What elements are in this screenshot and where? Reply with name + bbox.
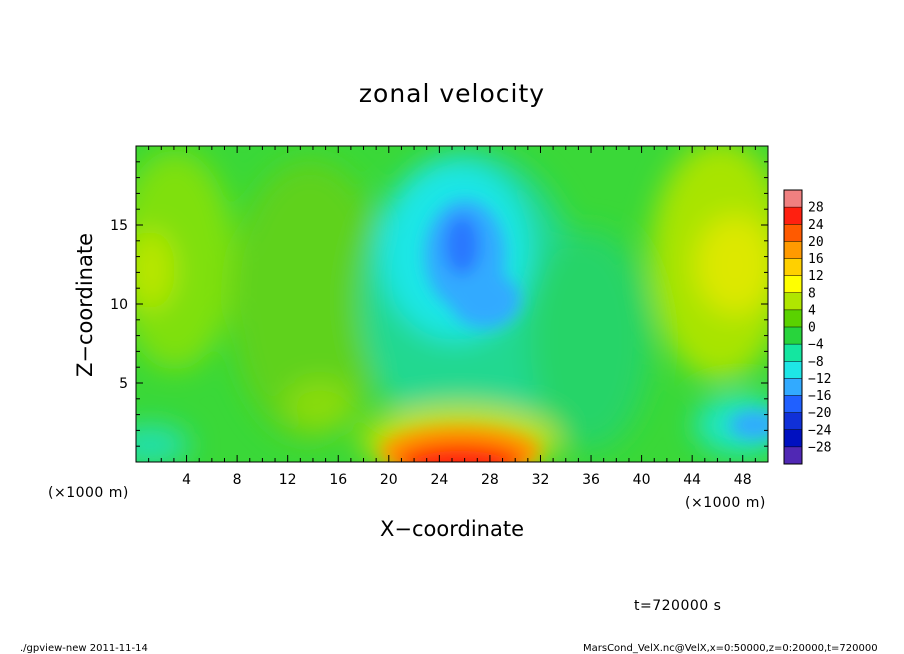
x-tick-label: 36 — [582, 472, 600, 488]
colorbar-label: 20 — [808, 235, 824, 250]
colorbar-label: 0 — [808, 321, 816, 336]
colorbar-swatch — [784, 258, 802, 276]
colorbar-label: −4 — [808, 338, 824, 353]
footer-right: MarsCond_VelX.nc@VelX,x=0:50000,z=0:2000… — [583, 643, 878, 654]
x-unit-label-left: (×1000 m) — [48, 485, 129, 501]
time-label: t=720000 s — [634, 598, 721, 614]
colorbar-label: −8 — [808, 355, 824, 370]
x-tick-label: 12 — [279, 472, 297, 488]
colorbar-label: −24 — [808, 423, 832, 438]
colorbar-swatch — [784, 429, 802, 448]
y-tick-label: 5 — [119, 376, 128, 392]
colorbar-swatch — [784, 361, 802, 379]
colorbar-swatch — [784, 378, 802, 396]
colorbar-swatch — [784, 241, 802, 259]
x-tick-label: 28 — [481, 472, 499, 488]
x-tick-label: 48 — [734, 472, 752, 488]
y-axis: 5 10 15 — [110, 161, 768, 447]
colorbar-label: 4 — [808, 303, 816, 318]
colorbar-label: 12 — [808, 269, 824, 284]
chart-title: zonal velocity — [359, 79, 545, 108]
x-tick-label: 32 — [532, 472, 550, 488]
colorbar-swatch — [784, 395, 802, 413]
y-axis-title: Z−coordinate — [73, 233, 97, 377]
footer-left: ./gpview-new 2011-11-14 — [20, 643, 148, 654]
colorbar-label: 16 — [808, 252, 824, 267]
colorbar-label: 28 — [808, 201, 824, 216]
x-tick-label: 8 — [233, 472, 242, 488]
colorbar-label: 8 — [808, 286, 816, 301]
x-unit-label-right: (×1000 m) — [685, 495, 766, 511]
colorbar-swatch — [784, 292, 802, 311]
colorbar-swatch — [784, 207, 802, 225]
colorbar-label: 24 — [808, 218, 824, 233]
colorbar-label: −28 — [808, 440, 831, 455]
y-tick-label: 10 — [110, 297, 128, 313]
x-tick-label: 44 — [683, 472, 701, 488]
x-axis: 4 8 12 16 20 24 28 32 36 40 44 48 — [148, 146, 756, 488]
x-tick-label: 24 — [430, 472, 448, 488]
colorbar-swatch — [784, 309, 802, 328]
colorbar-label: −16 — [808, 389, 831, 404]
colorbar-swatch — [784, 446, 802, 465]
colorbar-swatch — [784, 224, 802, 242]
x-tick-label: 40 — [633, 472, 651, 488]
colorbar-swatch — [784, 344, 802, 362]
colorbar-label: −20 — [808, 406, 831, 421]
heatmap-field — [136, 146, 768, 462]
x-tick-label: 4 — [182, 472, 191, 488]
x-axis-title: X−coordinate — [380, 517, 524, 541]
colorbar-swatch — [784, 275, 802, 294]
y-tick-label: 15 — [110, 218, 128, 234]
colorbar-swatch — [784, 190, 802, 208]
colorbar-swatch — [784, 327, 802, 345]
colorbar-label: −12 — [808, 372, 831, 387]
colorbar: 28 24 20 16 12 8 4 0 −4 −8 −12 −16 −20 −24 −28 — [783, 189, 832, 465]
x-tick-label: 20 — [380, 472, 398, 488]
x-tick-label: 16 — [329, 472, 347, 488]
colorbar-swatch — [784, 412, 802, 431]
